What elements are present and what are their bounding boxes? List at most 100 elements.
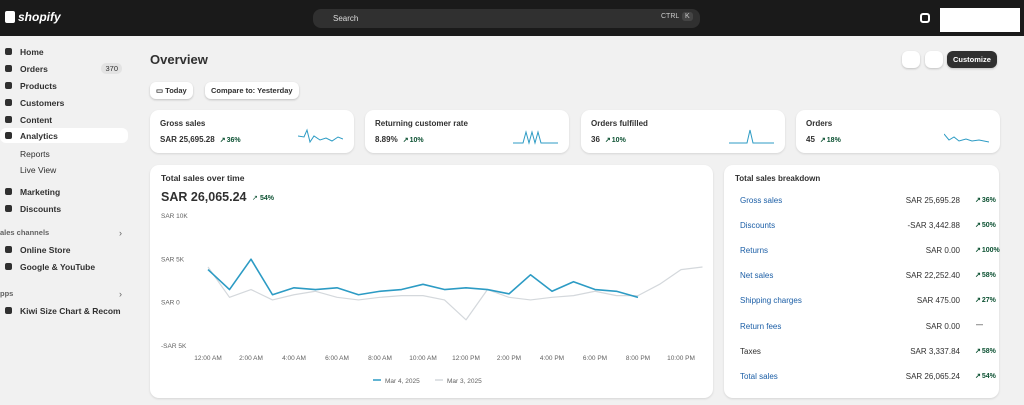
breakdown-card: Total sales breakdown Gross sales SAR 25,… — [724, 165, 1000, 398]
metric-card[interactable]: Orders 4518% — [796, 110, 1000, 153]
metric-number: 45 — [806, 135, 815, 144]
shortcut-key: K — [682, 12, 693, 21]
metric-change: 10% — [398, 137, 424, 144]
metric-card[interactable]: Returning customer rate 8.89%10% — [365, 110, 569, 153]
metric-number: 8.89% — [375, 135, 398, 144]
store-icon[interactable] — [920, 13, 930, 23]
nav-item[interactable]: Products — [0, 78, 128, 93]
button-label: Customize — [953, 55, 991, 64]
nav-item[interactable]: Customers — [0, 95, 128, 110]
search-box[interactable]: Search CTRL K — [313, 9, 700, 28]
sparkline-path — [298, 128, 343, 144]
metric-title: Orders — [806, 119, 833, 128]
nav-item[interactable]: Discounts — [0, 201, 128, 216]
row-label: Shipping charges — [740, 296, 802, 306]
sparkline — [944, 133, 989, 143]
nav-label: Google & YouTube — [20, 262, 96, 272]
row-label: Returns — [740, 246, 769, 256]
nav-label: Home — [20, 47, 44, 57]
metric-number: SAR 25,695.28 — [160, 135, 215, 144]
nav-item[interactable]: Home — [0, 44, 128, 59]
breakdown-row: Total sales SAR 26,065.24 54% — [740, 371, 996, 384]
chart-change: 54% — [260, 195, 275, 202]
row-label: Net sales — [740, 271, 774, 281]
row-label: Return fees — [740, 321, 782, 331]
row-value: SAR 3,337.84 — [910, 346, 960, 356]
metric-card[interactable]: Gross sales SAR 25,695.2836% — [150, 110, 354, 153]
sparkline — [729, 129, 774, 144]
row-change: 54% — [970, 372, 996, 380]
nav-item[interactable]: Marketing — [0, 184, 128, 199]
x-tick-label: 10:00 PM — [667, 355, 695, 362]
series-line — [207, 258, 639, 299]
section-heading[interactable]: ales channels — [0, 228, 50, 237]
nav-item[interactable]: Kiwi Size Chart & Recom — [0, 303, 128, 318]
nav-label: Online Store — [20, 245, 71, 255]
nav-label: Orders — [20, 64, 48, 74]
x-tick-label: 2:00 AM — [239, 355, 263, 362]
row-value: SAR 22,252.40 — [905, 271, 960, 281]
button-label: Today — [165, 86, 187, 95]
sales-chart-card: Total sales over time SAR 26,065.24 54% ↗ SA… — [150, 165, 713, 398]
nav-label: Customers — [20, 98, 65, 108]
chevron[interactable]: › — [119, 289, 122, 299]
x-tick-label: 4:00 AM — [282, 355, 306, 362]
metric-change: 36% — [215, 137, 241, 144]
nav-label: Kiwi Size Chart & Recom — [20, 306, 121, 316]
chart-title: Total sales over time — [161, 173, 245, 183]
section-heading[interactable]: pps — [0, 289, 14, 298]
x-tick-label: 12:00 AM — [194, 355, 221, 362]
row-value: SAR 26,065.24 — [905, 371, 960, 381]
expand-button[interactable] — [925, 51, 943, 68]
row-value: SAR 0.00 — [925, 246, 960, 256]
sparkline-path — [729, 129, 774, 144]
breakdown-row: Shipping charges SAR 475.00 27% — [740, 296, 996, 308]
y-tick-label: SAR 5K — [161, 256, 185, 263]
x-tick-label: 10:00 AM — [409, 355, 436, 362]
nav-item[interactable]: Orders 370 — [0, 61, 128, 76]
metric-value: 8.89%10% — [375, 135, 424, 144]
nav-item[interactable]: Reports — [0, 146, 128, 161]
x-tick-label: 6:00 PM — [583, 355, 607, 362]
row-change: 58% — [970, 347, 996, 355]
row-change: 36% — [970, 196, 996, 204]
ai-button[interactable] — [902, 51, 920, 68]
shortcut-key: CTRL — [661, 13, 680, 20]
x-tick-label: 2:00 PM — [497, 355, 521, 362]
nav-item[interactable]: Google & YouTube — [0, 259, 128, 274]
sparkline-path — [513, 130, 558, 145]
row-value: SAR 0.00 — [925, 321, 960, 331]
y-tick-label: SAR 0 — [161, 300, 180, 307]
x-tick-label: 6:00 AM — [325, 355, 349, 362]
row-change: 50% — [970, 221, 996, 229]
x-tick-label: 8:00 AM — [368, 355, 392, 362]
chart-total: SAR 26,065.24 — [161, 190, 247, 204]
nav-item[interactable]: Online Store — [0, 242, 128, 257]
metric-change: 18% — [815, 137, 841, 144]
nav-label: Live View — [20, 165, 57, 175]
metric-change: 10% — [600, 137, 626, 144]
change-arrow: ↗ — [252, 195, 258, 202]
nav-label: Discounts — [20, 204, 62, 214]
nav-item[interactable]: Live View — [0, 162, 128, 177]
sparkline-path — [944, 133, 989, 143]
logo[interactable]: shopify — [5, 10, 61, 24]
account-area[interactable] — [940, 8, 1020, 32]
chevron[interactable]: › — [119, 228, 122, 238]
customize-button[interactable]: Customize — [947, 51, 997, 68]
page-title: Overview — [150, 52, 208, 67]
metric-number: 36 — [591, 135, 600, 144]
y-tick-label: SAR 10K — [161, 213, 188, 220]
row-change: 58% — [970, 271, 996, 279]
card-title: Total sales breakdown — [735, 174, 821, 183]
legend-label: Mar 3, 2025 — [447, 378, 482, 385]
x-tick-label: 12:00 PM — [452, 355, 480, 362]
date-button[interactable]: ▭ Today — [150, 82, 193, 99]
row-value: SAR 475.00 — [916, 296, 960, 306]
nav-item[interactable]: Content — [0, 112, 128, 127]
button-label: Compare to: Yesterday — [211, 86, 293, 95]
x-tick-label: 8:00 PM — [626, 355, 650, 362]
nav-item[interactable]: Analytics — [0, 128, 128, 143]
metric-card[interactable]: Orders fulfilled 3610% — [581, 110, 785, 153]
compare-button[interactable]: Compare to: Yesterday — [205, 82, 299, 99]
